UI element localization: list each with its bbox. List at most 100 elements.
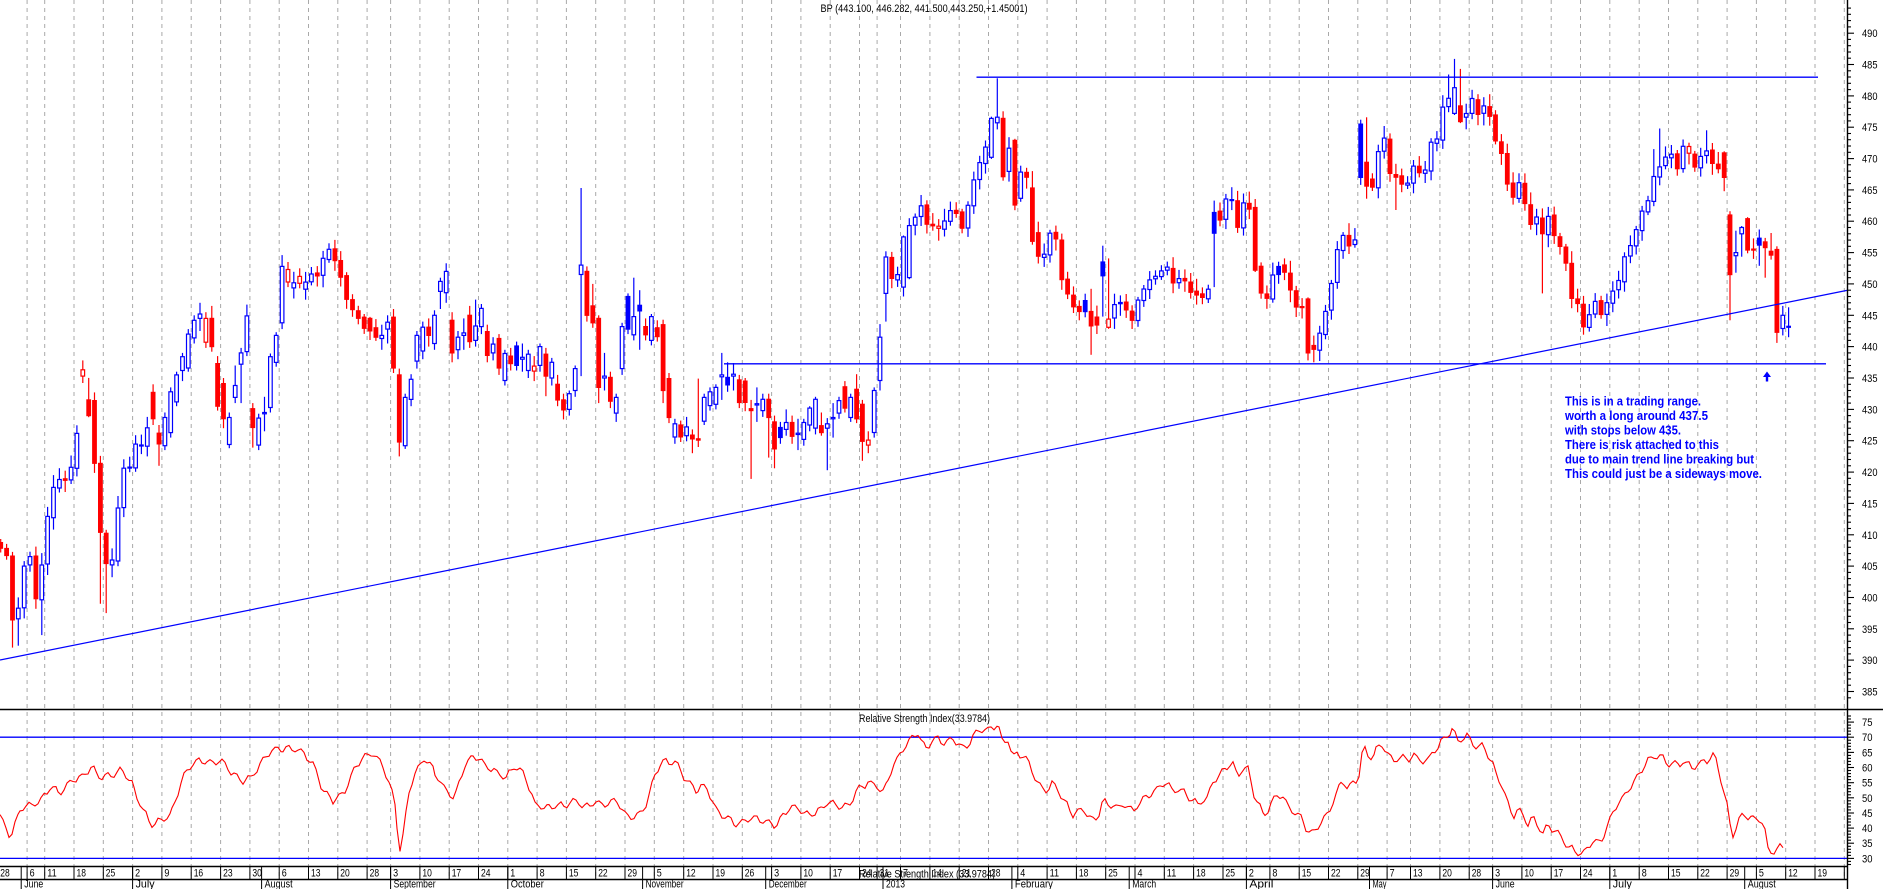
svg-text:18: 18 [1196,868,1206,880]
svg-text:385: 385 [1862,687,1878,699]
svg-text:11: 11 [1050,868,1060,880]
svg-text:35: 35 [1862,838,1873,850]
svg-text:26: 26 [745,868,755,880]
svg-text:22: 22 [598,868,608,880]
svg-text:25: 25 [1108,868,1118,880]
svg-text:20: 20 [1442,868,1452,880]
svg-text:8: 8 [1272,868,1277,880]
svg-text:4: 4 [1138,868,1143,880]
svg-text:Relative Strength Index (33.97: Relative Strength Index (33.9784) [859,869,995,881]
svg-text:December: December [769,879,807,890]
svg-text:28: 28 [991,868,1001,880]
svg-text:1: 1 [1612,868,1617,880]
svg-text:480: 480 [1862,91,1878,103]
svg-text:28: 28 [1472,868,1482,880]
svg-text:65: 65 [1862,747,1873,759]
svg-text:445: 445 [1862,310,1878,322]
svg-text:8: 8 [1642,868,1647,880]
svg-text:due to main trend line breakin: due to main trend line breaking but [1565,452,1755,466]
svg-text:14: 14 [932,868,942,880]
svg-text:August: August [265,879,293,890]
svg-text:September: September [394,879,436,890]
svg-text:18: 18 [1079,868,1089,880]
svg-text:8: 8 [540,868,545,880]
svg-text:40: 40 [1862,823,1873,835]
svg-text:24: 24 [481,868,491,880]
svg-text:October: October [511,879,544,890]
svg-text:10: 10 [1524,868,1534,880]
svg-text:50: 50 [1862,793,1873,805]
svg-text:2013: 2013 [886,879,905,890]
svg-text:410: 410 [1862,530,1878,542]
svg-text:April: April [1249,879,1273,890]
svg-text:Relative Strength Index(33.978: Relative Strength Index(33.9784) [859,713,990,725]
svg-text:29: 29 [1360,868,1370,880]
svg-text:15: 15 [1671,868,1681,880]
svg-text:460: 460 [1862,216,1878,228]
svg-text:5: 5 [657,868,662,880]
svg-text:28: 28 [370,868,380,880]
svg-text:12: 12 [686,868,696,880]
svg-text:440: 440 [1862,342,1878,354]
svg-text:24: 24 [1583,868,1593,880]
svg-text:455: 455 [1862,248,1878,260]
svg-text:6: 6 [30,868,35,880]
svg-text:400: 400 [1862,593,1878,605]
svg-text:55: 55 [1862,778,1873,790]
svg-text:29: 29 [628,868,638,880]
svg-text:1: 1 [510,868,515,880]
svg-text:31: 31 [880,868,890,880]
svg-text:17: 17 [1554,868,1564,880]
svg-text:9: 9 [164,868,169,880]
svg-text:405: 405 [1862,561,1878,573]
svg-text:16: 16 [194,868,204,880]
svg-text:28: 28 [0,868,10,880]
svg-text:22: 22 [1700,868,1710,880]
svg-text:2: 2 [135,868,140,880]
svg-text:11: 11 [1167,868,1177,880]
svg-text:24: 24 [862,868,872,880]
svg-text:This is in a trading range.: This is in a trading range. [1565,395,1701,409]
svg-text:17: 17 [452,868,462,880]
svg-text:BP (443.100, 446.282, 441.500,: BP (443.100, 446.282, 441.500,443.250,+1… [821,3,1028,15]
svg-text:This could just be a sideways: This could just be a sideways move. [1565,467,1762,481]
svg-text:4: 4 [1020,868,1025,880]
svg-text:12: 12 [1788,868,1798,880]
svg-text:425: 425 [1862,436,1878,448]
svg-text:10: 10 [803,868,813,880]
svg-text:470: 470 [1862,154,1878,166]
svg-text:450: 450 [1862,279,1878,291]
svg-text:March: March [1132,879,1156,890]
svg-text:415: 415 [1862,498,1878,510]
svg-text:70: 70 [1862,732,1873,744]
svg-text:June: June [24,879,43,890]
svg-text:June: June [1496,879,1515,890]
svg-text:22: 22 [1331,868,1341,880]
svg-text:20: 20 [340,868,350,880]
svg-text:75: 75 [1862,717,1873,729]
svg-text:485: 485 [1862,60,1878,72]
svg-text:May: May [1373,879,1387,890]
svg-text:465: 465 [1862,185,1878,197]
svg-text:3: 3 [1495,868,1500,880]
svg-text:6: 6 [282,868,287,880]
svg-text:July: July [1613,879,1632,890]
svg-text:19: 19 [1818,868,1828,880]
svg-text:15: 15 [1302,868,1312,880]
svg-text:25: 25 [106,868,116,880]
svg-text:18: 18 [77,868,87,880]
svg-text:10: 10 [422,868,432,880]
svg-text:13: 13 [1413,868,1423,880]
svg-text:435: 435 [1862,373,1878,385]
svg-text:November: November [646,879,684,890]
svg-text:17: 17 [833,868,843,880]
svg-text:15: 15 [569,868,579,880]
svg-text:worth a long around 437.5: worth a long around 437.5 [1564,409,1708,423]
svg-text:19: 19 [716,868,726,880]
svg-text:430: 430 [1862,404,1878,416]
svg-text:29: 29 [1730,868,1740,880]
svg-text:with stops below 435.: with stops below 435. [1564,423,1681,437]
svg-text:11: 11 [47,868,57,880]
svg-text:5: 5 [1759,868,1764,880]
svg-text:25: 25 [1226,868,1236,880]
